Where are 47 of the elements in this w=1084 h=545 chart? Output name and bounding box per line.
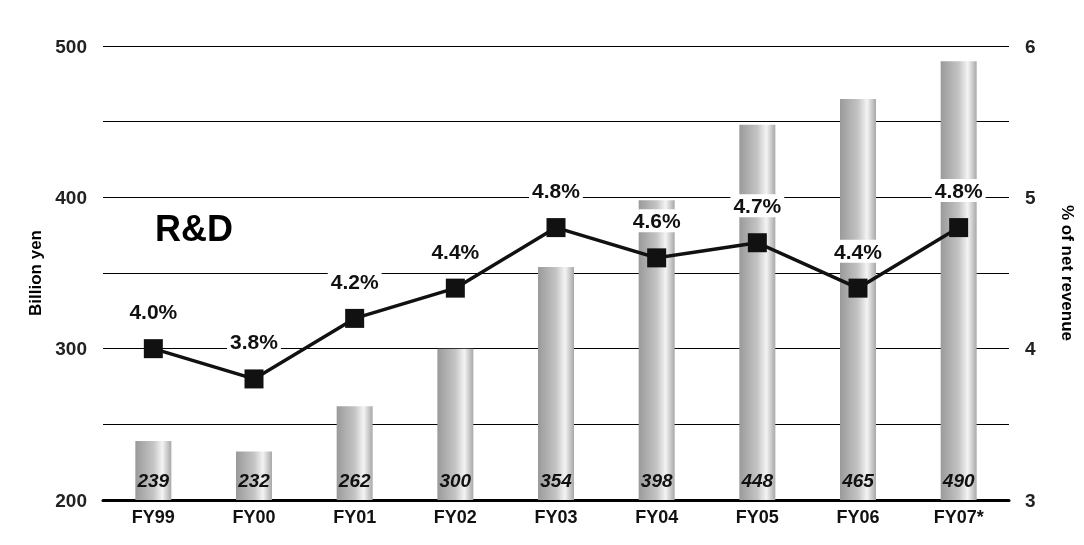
point: [546, 218, 566, 238]
point: [244, 369, 264, 389]
x-tick-label: FY01: [333, 507, 377, 527]
data-label: 4.7%: [733, 194, 782, 218]
data-label: 4.2%: [330, 269, 379, 293]
point: [848, 278, 868, 298]
text: R&D: [155, 207, 233, 249]
data-label: 354: [540, 470, 573, 491]
y-tick-label: 200: [55, 489, 87, 511]
point: [345, 308, 365, 328]
y-tick-label: 300: [55, 338, 87, 360]
x-tick-label: FY03: [534, 507, 578, 527]
data-label: 4.0%: [129, 300, 178, 324]
y-tick-label: 500: [55, 35, 87, 57]
point: [949, 218, 969, 238]
data-label: 4.8%: [934, 179, 983, 203]
data-label: 448: [740, 470, 774, 491]
data-label: 3.8%: [230, 330, 279, 354]
point: [143, 339, 163, 359]
data-label: 4.4%: [431, 239, 480, 263]
x-tick-label: FY04: [635, 507, 679, 527]
y-tick-label: 400: [55, 186, 87, 208]
x-tick-label: FY05: [735, 507, 779, 527]
point: [647, 248, 667, 268]
data-label: 262: [337, 470, 371, 491]
data-label: 232: [237, 470, 271, 491]
y2-tick-label: 4: [1025, 338, 1036, 360]
data-label: 239: [136, 470, 170, 491]
y2-tick-label: 3: [1025, 489, 1036, 511]
x-tick-label: FY02: [433, 507, 477, 527]
x-tick-label: FY99: [131, 507, 175, 527]
data-label: 4.8%: [532, 179, 581, 203]
x-tick-label: FY00: [232, 507, 276, 527]
x-tick-label: FY06: [836, 507, 880, 527]
data-label: 398: [640, 470, 673, 491]
data-label: 490: [941, 470, 975, 491]
point: [445, 278, 465, 298]
data-label: 300: [439, 470, 472, 491]
x-tick-label: FY07*: [933, 507, 984, 527]
y2-axis-title: % of net revenue: [1058, 204, 1077, 342]
y2-tick-label: 5: [1025, 186, 1036, 208]
y-axis-title: Billion yen: [26, 230, 46, 316]
data-label: 4.6%: [632, 209, 681, 233]
point: [747, 233, 767, 253]
y2-tick-label: 6: [1025, 35, 1036, 57]
data-label: 4.4%: [834, 239, 883, 263]
data-label: 465: [841, 470, 875, 491]
